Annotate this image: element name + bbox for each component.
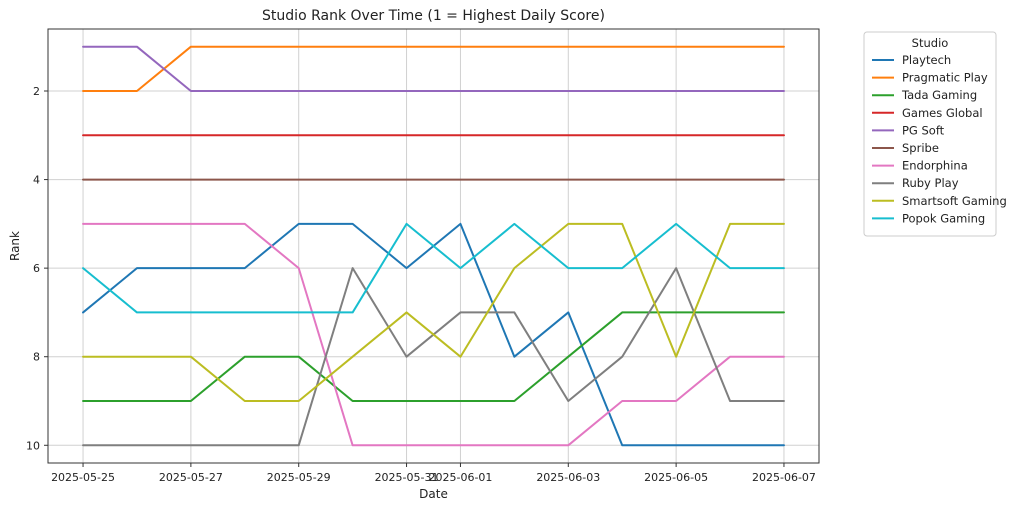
x-tick-label: 2025-05-25	[51, 471, 115, 484]
legend-box	[863, 31, 997, 237]
y-tick-label: 2	[33, 85, 40, 98]
legend-title: Studio	[912, 36, 949, 50]
y-tick-label: 6	[33, 262, 40, 275]
legend-items: Playtech Pragmatic Play Tada Gaming Games G…	[872, 53, 1007, 225]
x-tick-label: 2025-05-29	[267, 471, 331, 484]
series-line-pragmatic-play	[82, 45, 785, 92]
x-tick-label: 2025-06-07	[752, 471, 816, 484]
y-tick-label: 4	[33, 174, 40, 187]
x-tick-label: 2025-06-03	[536, 471, 600, 484]
series-layer	[82, 45, 785, 447]
plot-frame	[47, 28, 820, 464]
legend-label-spribe: Spribe	[902, 141, 939, 155]
legend-label-pg-soft: PG Soft	[902, 123, 945, 137]
legend-label-games-global: Games Global	[902, 106, 983, 120]
x-tick-label: 2025-06-05	[644, 471, 708, 484]
series-line-pg-soft	[82, 45, 785, 92]
chart-title: Studio Rank Over Time (1 = Highest Daily…	[262, 8, 605, 24]
y-tick-label: 10	[26, 439, 40, 452]
legend-label-pragmatic-play: Pragmatic Play	[902, 71, 988, 85]
legend: Studio Playtech Pragmatic Play Tada Gaming…	[863, 31, 1007, 237]
series-line-endorphina	[82, 222, 785, 447]
legend-label-ruby-play: Ruby Play	[902, 176, 959, 190]
legend-label-tada-gaming: Tada Gaming	[901, 88, 977, 102]
y-axis-title: Rank	[8, 231, 22, 261]
legend-label-popok-gaming: Popok Gaming	[902, 211, 985, 225]
y-tick-label: 8	[33, 351, 40, 364]
x-tick-label: 2025-05-31	[375, 471, 439, 484]
series-line-tada-gaming	[82, 311, 785, 402]
legend-label-endorphina: Endorphina	[902, 159, 968, 173]
axis-layer: 2025-05-25 2025-05-27 2025-05-29 2025-05-31…	[26, 85, 816, 484]
x-tick-label: 2025-06-01	[428, 471, 492, 484]
x-axis-title: Date	[419, 487, 448, 501]
legend-label-playtech: Playtech	[902, 53, 951, 67]
legend-label-smartsoft-gaming: Smartsoft Gaming	[902, 194, 1007, 208]
series-line-smartsoft-gaming	[82, 222, 785, 402]
series-line-popok-gaming	[82, 222, 785, 314]
x-tick-label: 2025-05-27	[159, 471, 223, 484]
